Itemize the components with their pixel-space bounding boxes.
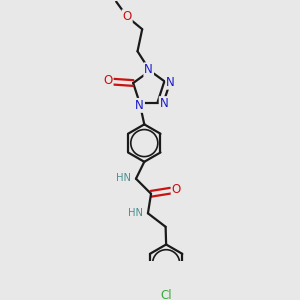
Text: HN: HN: [116, 173, 131, 183]
Text: HN: HN: [128, 208, 143, 218]
Text: N: N: [160, 97, 168, 110]
Text: Cl: Cl: [160, 290, 172, 300]
Text: O: O: [172, 183, 181, 196]
Text: N: N: [166, 76, 175, 89]
Text: N: N: [135, 99, 144, 112]
Text: N: N: [144, 63, 153, 76]
Text: O: O: [122, 10, 132, 23]
Text: O: O: [103, 74, 112, 87]
